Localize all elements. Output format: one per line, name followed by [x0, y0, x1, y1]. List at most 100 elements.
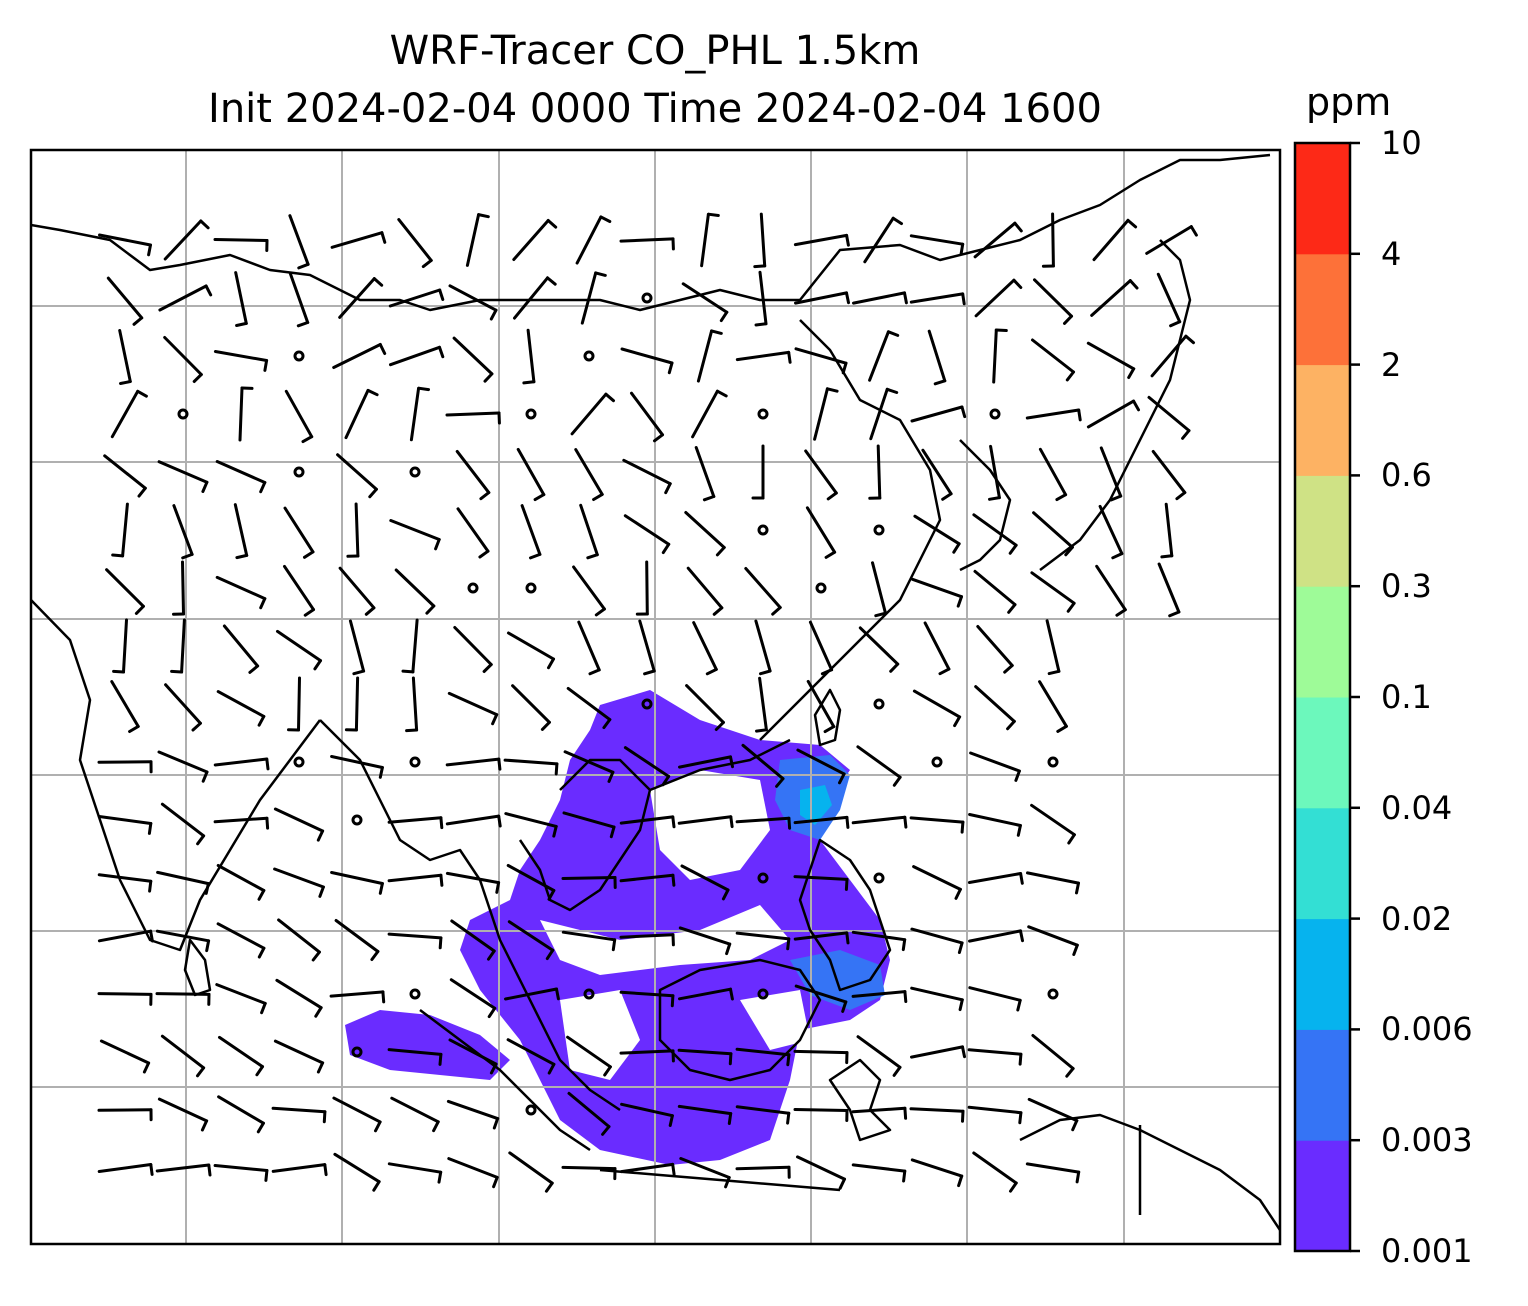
coast-korea — [959, 439, 1012, 572]
wind-barb-staff — [910, 1158, 964, 1178]
wind-barb-flag — [546, 276, 557, 286]
wind-barb-flag — [664, 482, 672, 495]
wind-barb-staff — [513, 276, 549, 320]
wind-barb-staff — [974, 278, 1016, 318]
colorbar — [1293, 141, 1360, 1253]
wind-barb-flag — [953, 715, 962, 728]
coast-india — [31, 599, 321, 952]
wind-barb-staff — [758, 270, 768, 326]
wind-barb-staff — [968, 986, 1022, 1002]
wind-barb-flag — [1175, 491, 1187, 501]
wind-barb-staff — [793, 875, 849, 881]
wind-barb-staff — [793, 931, 849, 941]
wind-barb-flag — [1064, 545, 1074, 557]
wind-barb-flag — [149, 929, 154, 943]
wind-barb-staff — [1092, 218, 1130, 262]
wind-barb-flag — [787, 816, 792, 830]
wind-barb-flag — [323, 1163, 328, 1177]
wind-barb-flag — [729, 987, 734, 1001]
wind-barb-flag — [903, 815, 908, 829]
wind-barb-staff — [851, 990, 907, 998]
wind-barb-staff — [856, 1035, 902, 1069]
wind-barb-staff — [909, 1107, 965, 1113]
wind-barb-flag — [602, 718, 612, 730]
wind-barb-staff — [389, 345, 441, 367]
wind-barb-staff — [577, 620, 601, 672]
wind-barb-staff — [520, 504, 542, 556]
wind-barb-staff — [909, 292, 965, 304]
wind-barb-flag — [885, 387, 899, 394]
wind-barb-flag — [957, 1174, 964, 1188]
wind-barb-flag — [417, 386, 430, 392]
wind-barb-staff — [508, 1151, 554, 1185]
colorbar-tick-label: 0.006 — [1381, 1010, 1473, 1049]
wind-barb-staff — [507, 631, 555, 661]
wind-barb-flag — [1019, 872, 1024, 885]
wind-barb-flag — [438, 936, 443, 950]
wind-barb-flag — [313, 659, 322, 671]
wind-barb-staff — [1098, 504, 1124, 556]
wind-barb-flag — [438, 345, 445, 359]
wind-barb-flag — [702, 495, 716, 502]
wind-barb-flag — [728, 1052, 733, 1066]
wind-barb-staff — [348, 619, 366, 673]
wind-barb-staff — [447, 691, 499, 717]
wind-barb-flag — [149, 1163, 154, 1176]
wind-barb-staff — [387, 932, 443, 940]
wind-barb-flag — [487, 1006, 497, 1019]
wind-barb-flag — [903, 990, 908, 1003]
wind-barb-staff — [619, 933, 675, 939]
wind-barb-flag — [322, 1110, 327, 1124]
wind-barb-flag — [264, 1169, 269, 1182]
wind-barb-staff — [411, 676, 419, 732]
wind-barb-flag — [607, 770, 615, 783]
wind-barb-staff — [216, 922, 266, 950]
wind-barb-staff — [619, 873, 675, 883]
wind-barb-staff — [992, 328, 998, 384]
colorbar-tick-label: 0.1 — [1381, 678, 1432, 716]
wind-barb-flag — [248, 664, 260, 674]
wind-barb-flag — [260, 1001, 267, 1015]
wind-barb-flag — [482, 663, 493, 673]
wind-barb-staff — [99, 1039, 151, 1065]
wind-barb-flag — [364, 606, 376, 616]
wind-barb-staff — [157, 1097, 209, 1123]
wind-barb-staff — [575, 215, 603, 265]
calm-wind-circle — [467, 582, 479, 594]
wind-barb-flag — [492, 1175, 499, 1189]
wind-barb-staff — [1051, 212, 1055, 268]
wind-barb-staff — [330, 871, 384, 885]
wind-barb-staff — [1030, 803, 1076, 837]
wind-barb-staff — [503, 758, 559, 766]
wind-barb-staff — [122, 618, 128, 674]
wind-barb-flag — [235, 321, 248, 327]
colorbar-segment — [1295, 918, 1350, 1030]
map-title-line2: Init 2024-02-04 0000 Time 2024-02-04 160… — [208, 86, 1102, 132]
wind-barb-staff — [1156, 272, 1182, 324]
wind-barb-staff — [677, 815, 733, 825]
wind-barb-flag — [715, 389, 728, 398]
wind-barb-staff — [388, 288, 442, 308]
wind-barb-staff — [155, 929, 211, 943]
wind-barb-staff — [694, 446, 716, 498]
wind-barb-staff — [215, 575, 267, 601]
wind-barb-staff — [172, 504, 194, 556]
wind-barb-staff — [619, 237, 675, 243]
wind-barb-flag — [147, 822, 153, 835]
wind-barb-flag — [845, 815, 850, 829]
wind-barb-flag — [111, 553, 125, 558]
wind-barb-staff — [1026, 871, 1080, 885]
wind-barb-staff — [409, 386, 421, 442]
wind-barb-staff — [276, 629, 322, 663]
wind-barb-staff — [1157, 562, 1181, 614]
calm-wind-circle — [409, 466, 421, 478]
colorbar-segment — [1295, 1140, 1350, 1252]
wind-barb-staff — [744, 567, 782, 609]
wind-barb-staff — [561, 1165, 617, 1171]
wind-barb-staff — [1031, 338, 1075, 374]
wind-barb-flag — [611, 938, 617, 952]
coast-borneo — [658, 958, 822, 1082]
wind-barb-staff — [681, 282, 729, 314]
wind-barb-staff — [619, 1049, 675, 1055]
wind-barb-staff — [563, 750, 615, 774]
